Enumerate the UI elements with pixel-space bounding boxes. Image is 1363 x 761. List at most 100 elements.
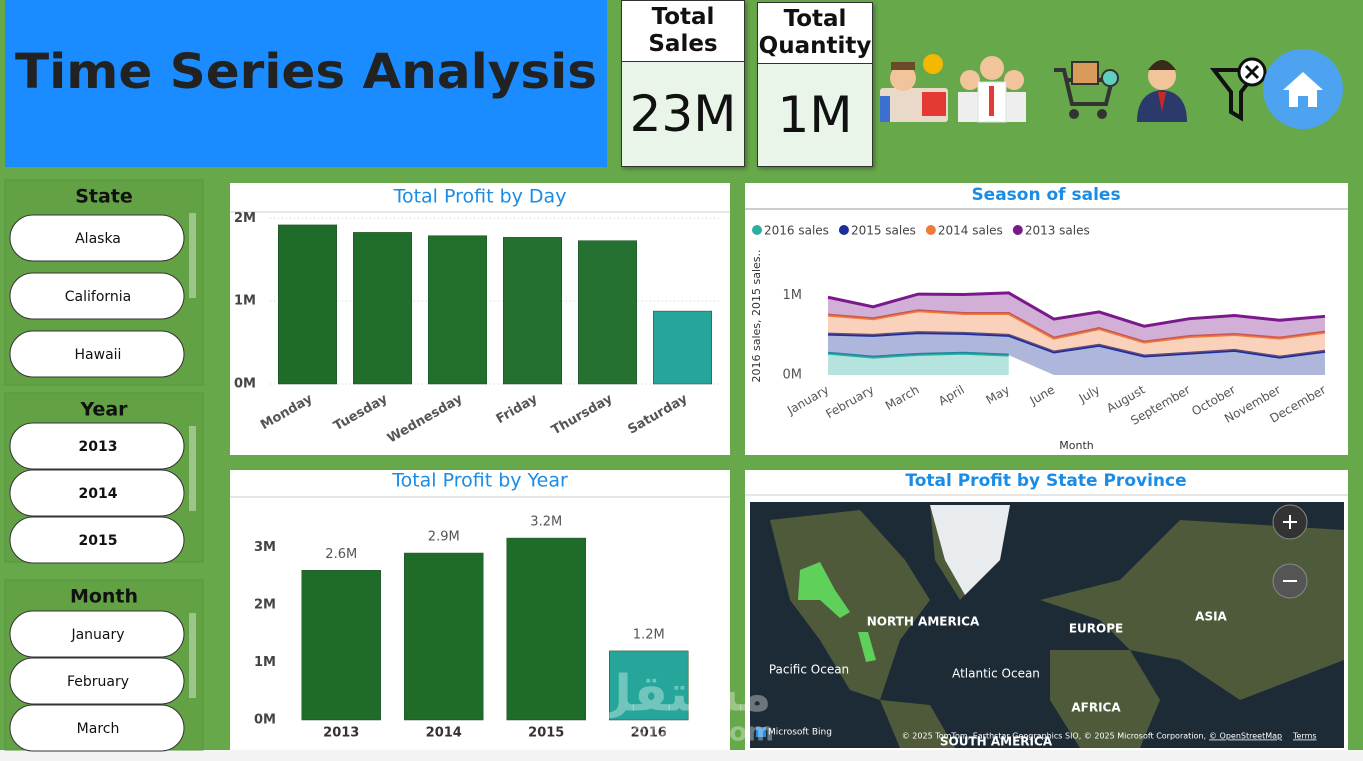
- slicer-title: State: [75, 186, 133, 208]
- x-tick-label: 2015: [528, 726, 564, 741]
- data-label: 1.2M: [633, 627, 665, 642]
- slicer-item[interactable]: [9, 469, 185, 517]
- legend-label: 2014 sales: [938, 224, 1003, 238]
- chart-title: Total Profit by State Province: [905, 471, 1186, 491]
- slicer-item[interactable]: [9, 272, 185, 320]
- y-axis-title: 2016 sales, 2015 sales..: [750, 249, 763, 382]
- map-label: Atlantic Ocean: [952, 667, 1040, 681]
- legend-marker: [752, 225, 762, 235]
- greenland: [930, 505, 1010, 595]
- area-fill: [828, 292, 1325, 343]
- kpi-card: Total Quantity 1M: [757, 2, 873, 167]
- chart-title: Season of sales: [971, 185, 1120, 205]
- map-label: Pacific Ocean: [769, 663, 849, 677]
- slicer-item[interactable]: [9, 422, 185, 470]
- highlight-region: [858, 632, 876, 662]
- dashboard-title: Time Series Analysis: [15, 44, 597, 100]
- slicer-item-label[interactable]: March: [77, 721, 120, 737]
- slicer-item[interactable]: [9, 214, 185, 262]
- bar: [653, 310, 712, 385]
- slicer-item-label[interactable]: California: [65, 289, 131, 305]
- taskbar: [0, 750, 1363, 761]
- map-label: ASIA: [1195, 610, 1227, 624]
- series-line: [827, 351, 1009, 359]
- watermark: مستقل: [589, 665, 772, 723]
- slicer-title: Month: [70, 586, 138, 608]
- landmass: [770, 510, 930, 700]
- map-label: EUROPE: [1069, 622, 1123, 636]
- header-panel: [5, 0, 607, 167]
- icon-customers[interactable]: [958, 56, 1026, 123]
- y-tick-label: 1M: [783, 288, 803, 303]
- bar: [506, 537, 586, 721]
- y-tick-label: 2M: [254, 597, 276, 612]
- landmass: [880, 700, 955, 748]
- icon-cart[interactable]: [1054, 61, 1119, 119]
- slicer-item[interactable]: [9, 330, 185, 378]
- home-button[interactable]: [1263, 49, 1343, 129]
- data-label: 3.2M: [530, 515, 562, 530]
- kpi-value: 1M: [758, 64, 872, 166]
- y-tick-label: 2M: [234, 211, 256, 226]
- slicer-item[interactable]: [9, 516, 185, 564]
- legend-marker: [925, 225, 936, 235]
- y-tick-label: 1M: [254, 655, 276, 670]
- legend-marker: [1012, 225, 1023, 235]
- bar: [578, 240, 637, 385]
- data-label: 2.6M: [325, 547, 357, 562]
- x-tick-label: 2016: [631, 726, 667, 741]
- series-line: [827, 291, 1326, 328]
- zoom-glyph: [1283, 515, 1297, 529]
- watermark: mostaql.com: [586, 718, 774, 748]
- slicer-item-label[interactable]: Hawaii: [75, 347, 122, 363]
- highlight-region: [798, 562, 850, 618]
- icon-clear-filter[interactable]: [1209, 57, 1267, 122]
- chart-title: Total Profit by Year: [391, 470, 568, 492]
- map-attribution-link[interactable]: © OpenStreetMap: [1209, 732, 1282, 741]
- series-line: [827, 309, 1326, 344]
- slicer-item[interactable]: [9, 610, 185, 658]
- slicer-item[interactable]: [9, 704, 185, 752]
- kpi-card: Total Sales 23M: [621, 0, 745, 167]
- bar: [609, 650, 689, 721]
- y-tick-label: 0M: [254, 713, 276, 728]
- slicer-item-label[interactable]: 2013: [79, 439, 118, 455]
- landmass: [1050, 650, 1160, 748]
- slicer-item-label[interactable]: 2014: [79, 486, 118, 502]
- bar: [301, 570, 381, 721]
- slicer-item-label[interactable]: February: [67, 674, 129, 690]
- data-label: 2.9M: [428, 530, 460, 545]
- scrollbar: [189, 426, 196, 511]
- landmass: [1040, 520, 1344, 700]
- map-label: SOUTH AMERICA: [940, 735, 1053, 749]
- y-tick-label: 0M: [234, 377, 256, 392]
- bar: [428, 235, 487, 385]
- map-provider: Microsoft Bing: [768, 728, 832, 738]
- bar: [503, 237, 562, 385]
- bar: [404, 552, 484, 721]
- kpi-value: 23M: [622, 62, 744, 166]
- kpi-label: Total Sales: [622, 1, 744, 62]
- y-tick-label: 3M: [254, 540, 276, 555]
- legend-marker: [838, 225, 849, 235]
- map-terms-link[interactable]: Terms: [1292, 732, 1317, 741]
- kpi-label: Total Quantity: [758, 3, 872, 64]
- slicer-item-label[interactable]: Alaska: [75, 231, 121, 247]
- y-tick-label: 1M: [234, 294, 256, 309]
- bar: [278, 224, 337, 385]
- provider-logo: [756, 727, 766, 737]
- area-fill: [828, 332, 1325, 375]
- scrollbar: [189, 613, 196, 698]
- icon-manager[interactable]: [1137, 60, 1187, 122]
- scrollbar: [189, 213, 196, 298]
- map-label: AFRICA: [1071, 701, 1121, 715]
- icon-sales[interactable]: [880, 54, 948, 122]
- slicer-item-label[interactable]: 2015: [79, 533, 118, 549]
- y-tick-label: 0M: [783, 368, 803, 383]
- slicer-item[interactable]: [9, 657, 185, 705]
- map-label: NORTH AMERICA: [867, 615, 980, 629]
- slicer-item-label[interactable]: January: [70, 627, 124, 643]
- bar: [353, 232, 412, 385]
